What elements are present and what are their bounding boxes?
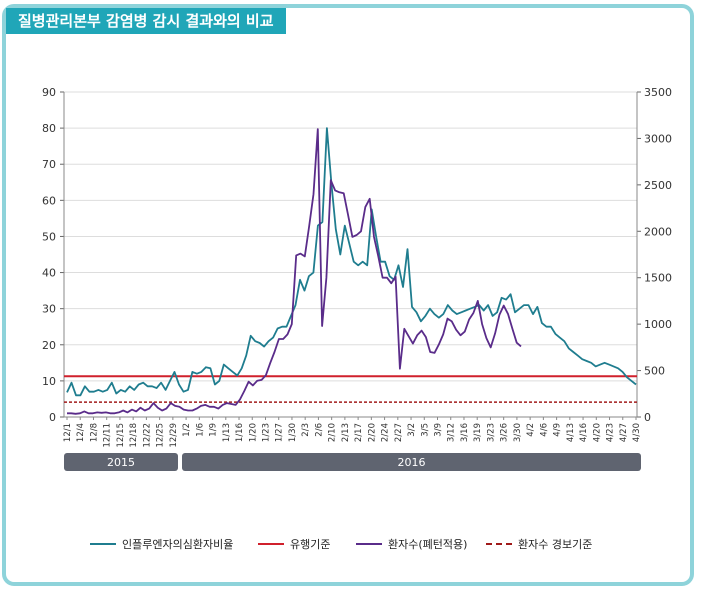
- legend-swatch-purple: [356, 543, 382, 545]
- right-tick-label: 500: [644, 365, 665, 378]
- x-tick-label: 2/17: [354, 423, 364, 442]
- legend-label: 환자수 경보기준: [518, 538, 593, 551]
- right-tick-label: 0: [644, 411, 651, 424]
- x-tick-label: 2/10: [328, 423, 338, 442]
- year-band-2015: [64, 453, 178, 471]
- gridlines: [64, 91, 637, 382]
- x-tick-label: 12/4: [76, 423, 86, 442]
- x-tick-label: 12/8: [89, 423, 99, 442]
- x-tick-label: 3/12: [447, 423, 457, 442]
- x-tick-label: 2/6: [314, 423, 324, 437]
- x-tick-label: 12/15: [116, 423, 126, 448]
- x-tick-label: 1/9: [209, 423, 219, 437]
- legend-label: 유행기준: [290, 538, 331, 551]
- year-bands: 2015 2016: [64, 453, 641, 471]
- x-tick-label: 1/20: [248, 423, 258, 442]
- x-tick-label: 2/20: [367, 423, 377, 442]
- legend-item-ili-ratio: 인플루엔자의심환자비율: [90, 536, 233, 552]
- x-tick-label: 2/24: [381, 423, 391, 442]
- x-tick-label: 4/16: [579, 423, 589, 442]
- legend-item-alert-threshold: 환자수 경보기준: [486, 536, 592, 552]
- x-tick-label: 1/27: [275, 423, 285, 442]
- legend-swatch-red: [258, 543, 284, 545]
- right-tick-label: 3500: [644, 86, 672, 99]
- x-tick-label: 12/25: [156, 423, 166, 448]
- x-tick-label: 4/9: [553, 423, 563, 437]
- x-tick-label: 4/20: [592, 423, 602, 442]
- x-tick-label: 4/30: [632, 423, 642, 442]
- x-tick-label: 2/3: [301, 423, 311, 437]
- x-tick-label: 1/13: [222, 423, 232, 442]
- x-tick-label: 4/23: [606, 423, 616, 442]
- patient-count-line: [67, 128, 522, 415]
- right-tick-label: 3000: [644, 132, 672, 145]
- x-tick-label: 3/9: [434, 423, 444, 437]
- legend-label: 인플루엔자의심환자비율: [122, 538, 234, 551]
- x-tick-label: 4/27: [619, 423, 629, 442]
- left-tick-label: 30: [42, 303, 56, 316]
- x-tick-label: 1/30: [288, 423, 298, 442]
- chart-frame: [2, 4, 694, 586]
- left-tick-label: 60: [42, 194, 56, 207]
- left-tick-label: 70: [42, 158, 56, 171]
- x-tick-label: 1/6: [195, 423, 205, 437]
- x-tick-label: 2/27: [394, 423, 404, 442]
- x-tick-label: 4/2: [526, 423, 536, 437]
- legend-label: 환자수(폐턴적용): [388, 538, 468, 551]
- x-tick-label: 12/29: [169, 423, 179, 448]
- x-tick-label: 3/19: [473, 423, 483, 442]
- axes: 0 10 20 30 40 50 60 70 80 90 0 500 1000 1500 2000 2500 3…: [42, 86, 672, 448]
- chart-title: 질병관리본부 감염병 감시 결과와의 비교: [6, 8, 286, 34]
- left-tick-label: 80: [42, 122, 56, 135]
- x-tick-label: 1/16: [235, 423, 245, 442]
- year-label: 2016: [398, 456, 426, 469]
- x-tick-label: 2/13: [341, 423, 351, 442]
- left-tick-label: 50: [42, 230, 56, 243]
- x-tick-label: 12/11: [103, 423, 113, 448]
- left-tick-label: 0: [49, 411, 56, 424]
- legend: 인플루엔자의심환자비율 유행기준 환자수(폐턴적용) 환자수 경보기준: [0, 536, 702, 552]
- year-label: 2015: [107, 456, 135, 469]
- series-lines: [66, 127, 637, 415]
- legend-swatch-dashed-red: [486, 543, 512, 545]
- legend-item-patient-count: 환자수(폐턴적용): [356, 536, 467, 552]
- x-tick-label: 12/18: [129, 423, 139, 448]
- ili-ratio-line: [66, 127, 637, 397]
- right-tick-label: 1000: [644, 318, 672, 331]
- right-tick-label: 2000: [644, 225, 672, 238]
- x-tick-label: 12/1: [63, 423, 73, 442]
- x-tick-label: 3/26: [500, 423, 510, 442]
- x-tick-label: 1/23: [261, 423, 271, 442]
- x-tick-label: 3/2: [407, 423, 417, 437]
- right-tick-label: 2500: [644, 179, 672, 192]
- x-tick-label: 4/6: [539, 423, 549, 437]
- left-tick-label: 10: [42, 375, 56, 388]
- x-tick-label: 4/13: [566, 423, 576, 442]
- legend-swatch-teal: [90, 543, 116, 545]
- legend-item-epidemic-threshold: 유행기준: [258, 536, 330, 552]
- x-tick-label: 3/5: [420, 423, 430, 437]
- left-tick-label: 40: [42, 267, 56, 280]
- x-tick-label: 1/2: [182, 423, 192, 437]
- left-tick-label: 90: [42, 86, 56, 99]
- year-band-2016: [182, 453, 641, 471]
- x-tick-label: 3/16: [460, 423, 470, 442]
- x-tick-label: 3/23: [486, 423, 496, 442]
- reference-lines: [64, 375, 637, 403]
- x-tick-label: 3/30: [513, 423, 523, 442]
- x-tick-label: 12/22: [142, 423, 152, 448]
- right-tick-label: 1500: [644, 272, 672, 285]
- left-tick-label: 20: [42, 339, 56, 352]
